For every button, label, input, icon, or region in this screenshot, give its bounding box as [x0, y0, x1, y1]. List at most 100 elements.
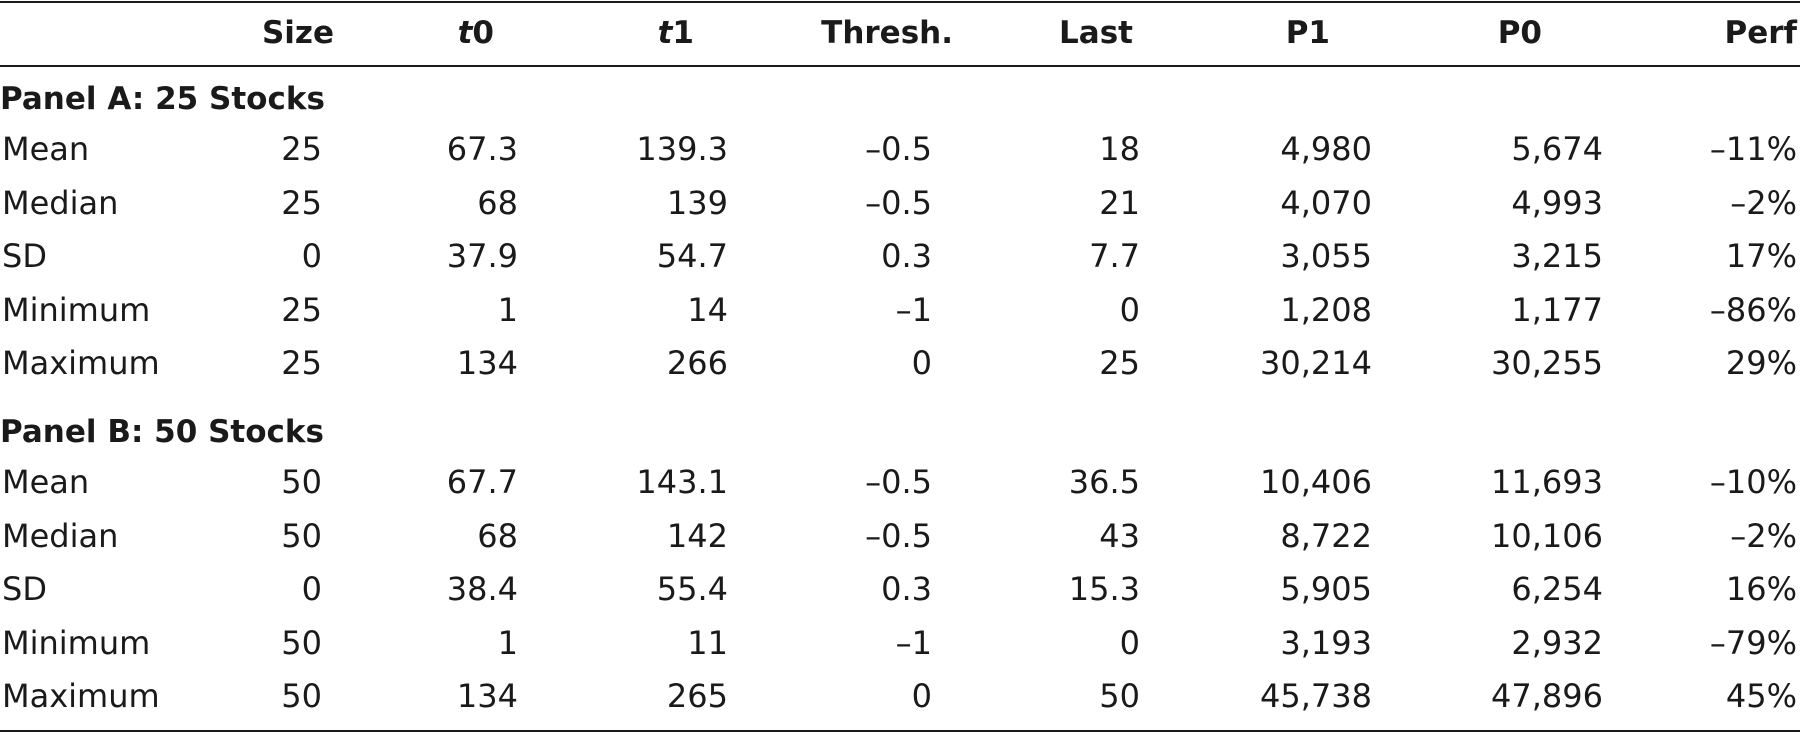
header-perf: Perf [1724, 15, 1797, 51]
header-thresh: Thresh. [821, 15, 953, 51]
table-top-rule [0, 1, 1800, 3]
table-cell: 1,177 [1511, 290, 1603, 329]
table-cell: 4,993 [1511, 183, 1603, 222]
panel-title: Panel B: 50 Stocks [0, 414, 324, 450]
table-cell: 4,070 [1280, 183, 1372, 222]
table-cell: –79% [1709, 623, 1797, 662]
table-cell: –0.5 [865, 130, 932, 168]
table-cell: 3,193 [1280, 623, 1372, 662]
table-cell: 2,932 [1511, 623, 1603, 662]
table-cell: 5,674 [1511, 130, 1603, 168]
table-cell: 266 [666, 344, 728, 382]
table-row: Mean 25 67.3 139.3 –0.5 18 4,980 5,674 –11% [0, 122, 1800, 176]
table-cell: 25 [281, 344, 322, 382]
table-row: Median 25 68 139 –0.5 21 4,070 4,993 –2% [0, 176, 1800, 230]
table-cell: –0.5 [865, 463, 932, 501]
header-t1-italic: t [657, 15, 673, 51]
table-row: Minimum 50 1 11 –1 0 3,193 2,932 –79% [0, 616, 1800, 670]
table-row: Mean 50 67.7 143.1 –0.5 36.5 10,406 11,693 –10% [0, 455, 1800, 509]
table-cell: 68 [477, 183, 518, 222]
table-cell: 47,896 [1491, 677, 1603, 715]
table-cell: 0 [301, 570, 322, 608]
table-cell: –2% [1730, 516, 1797, 555]
table-cell: 0 [1119, 290, 1140, 329]
header-t1-suffix: 1 [672, 15, 694, 51]
table-cell: 25 [281, 290, 322, 329]
table-cell: 10,106 [1491, 516, 1603, 555]
table-cell: 37.9 [446, 237, 518, 275]
table-cell: 0.3 [881, 237, 932, 275]
table-cell: 139 [666, 183, 728, 222]
table-bottom-rule [0, 730, 1800, 732]
table-header-row: Size t0 t1 Thresh. Last P1 P0 Perf [0, 6, 1800, 60]
table-cell: 0 [911, 677, 932, 715]
table-cell: 265 [666, 677, 728, 715]
header-last: Last [1059, 15, 1133, 51]
header-t0-italic: t [457, 15, 473, 51]
table-cell: 3,215 [1511, 237, 1603, 275]
table-cell: 55.4 [656, 570, 728, 608]
row-label: Mean [2, 463, 90, 501]
table-cell: 50 [281, 677, 322, 715]
table-cell: 8,722 [1280, 516, 1372, 555]
table-cell: 17% [1725, 237, 1797, 275]
header-p0: P0 [1497, 15, 1542, 51]
table-cell: 68 [477, 516, 518, 555]
table-cell: 1,208 [1280, 290, 1372, 329]
table-cell: 0 [911, 344, 932, 382]
table-row: Maximum 25 134 266 0 25 30,214 30,255 29% [0, 336, 1800, 390]
table-cell: 50 [281, 516, 322, 555]
table-cell: 25 [281, 183, 322, 222]
row-label: Maximum [2, 344, 160, 382]
table-cell: 50 [281, 623, 322, 662]
table-cell: 1 [497, 290, 518, 329]
table-cell: 25 [1099, 344, 1140, 382]
row-label: SD [2, 570, 47, 608]
table-cell: 67.7 [446, 463, 518, 501]
table-cell: –2% [1730, 183, 1797, 222]
table-cell: 50 [281, 463, 322, 501]
table-cell: 45,738 [1260, 677, 1372, 715]
panel-title-row: Panel A: 25 Stocks [0, 72, 1800, 126]
header-t0: t0 [458, 6, 494, 60]
header-t0-suffix: 0 [472, 15, 494, 51]
table-cell: 143.1 [636, 463, 728, 501]
table-cell: 43 [1099, 516, 1140, 555]
table-cell: 45% [1725, 677, 1797, 715]
table-cell: 30,255 [1491, 344, 1603, 382]
row-label: Mean [2, 130, 90, 168]
row-label: Maximum [2, 677, 160, 715]
table-row: SD 0 38.4 55.4 0.3 15.3 5,905 6,254 16% [0, 562, 1800, 616]
table-cell: 16% [1725, 570, 1797, 608]
table-row: Minimum 25 1 14 –1 0 1,208 1,177 –86% [0, 283, 1800, 337]
table-cell: 30,214 [1260, 344, 1372, 382]
table-cell: 11 [687, 623, 728, 662]
table-cell: 134 [456, 677, 518, 715]
table-cell: 5,905 [1280, 570, 1372, 608]
table-cell: 38.4 [446, 570, 518, 608]
table-cell: –10% [1709, 463, 1797, 501]
row-label: Median [2, 516, 119, 555]
table-cell: 29% [1725, 344, 1797, 382]
header-size: Size [261, 15, 334, 51]
header-rule [0, 65, 1800, 67]
table-cell: 36.5 [1068, 463, 1140, 501]
row-label: Minimum [2, 290, 151, 329]
table-cell: 3,055 [1280, 237, 1372, 275]
header-t1: t1 [658, 6, 694, 60]
table-cell: –1 [895, 623, 932, 662]
header-p1: P1 [1285, 15, 1330, 51]
panel-title: Panel A: 25 Stocks [0, 81, 325, 117]
table-cell: –0.5 [865, 516, 932, 555]
table-cell: 0 [301, 237, 322, 275]
table-cell: 15.3 [1068, 570, 1140, 608]
table-cell: 18 [1099, 130, 1140, 168]
table-cell: 7.7 [1089, 237, 1140, 275]
panel-title-row: Panel B: 50 Stocks [0, 405, 1800, 459]
table-row: SD 0 37.9 54.7 0.3 7.7 3,055 3,215 17% [0, 229, 1800, 283]
table-cell: 14 [687, 290, 728, 329]
table-cell: 4,980 [1280, 130, 1372, 168]
table-cell: 142 [666, 516, 728, 555]
row-label: Median [2, 183, 119, 222]
